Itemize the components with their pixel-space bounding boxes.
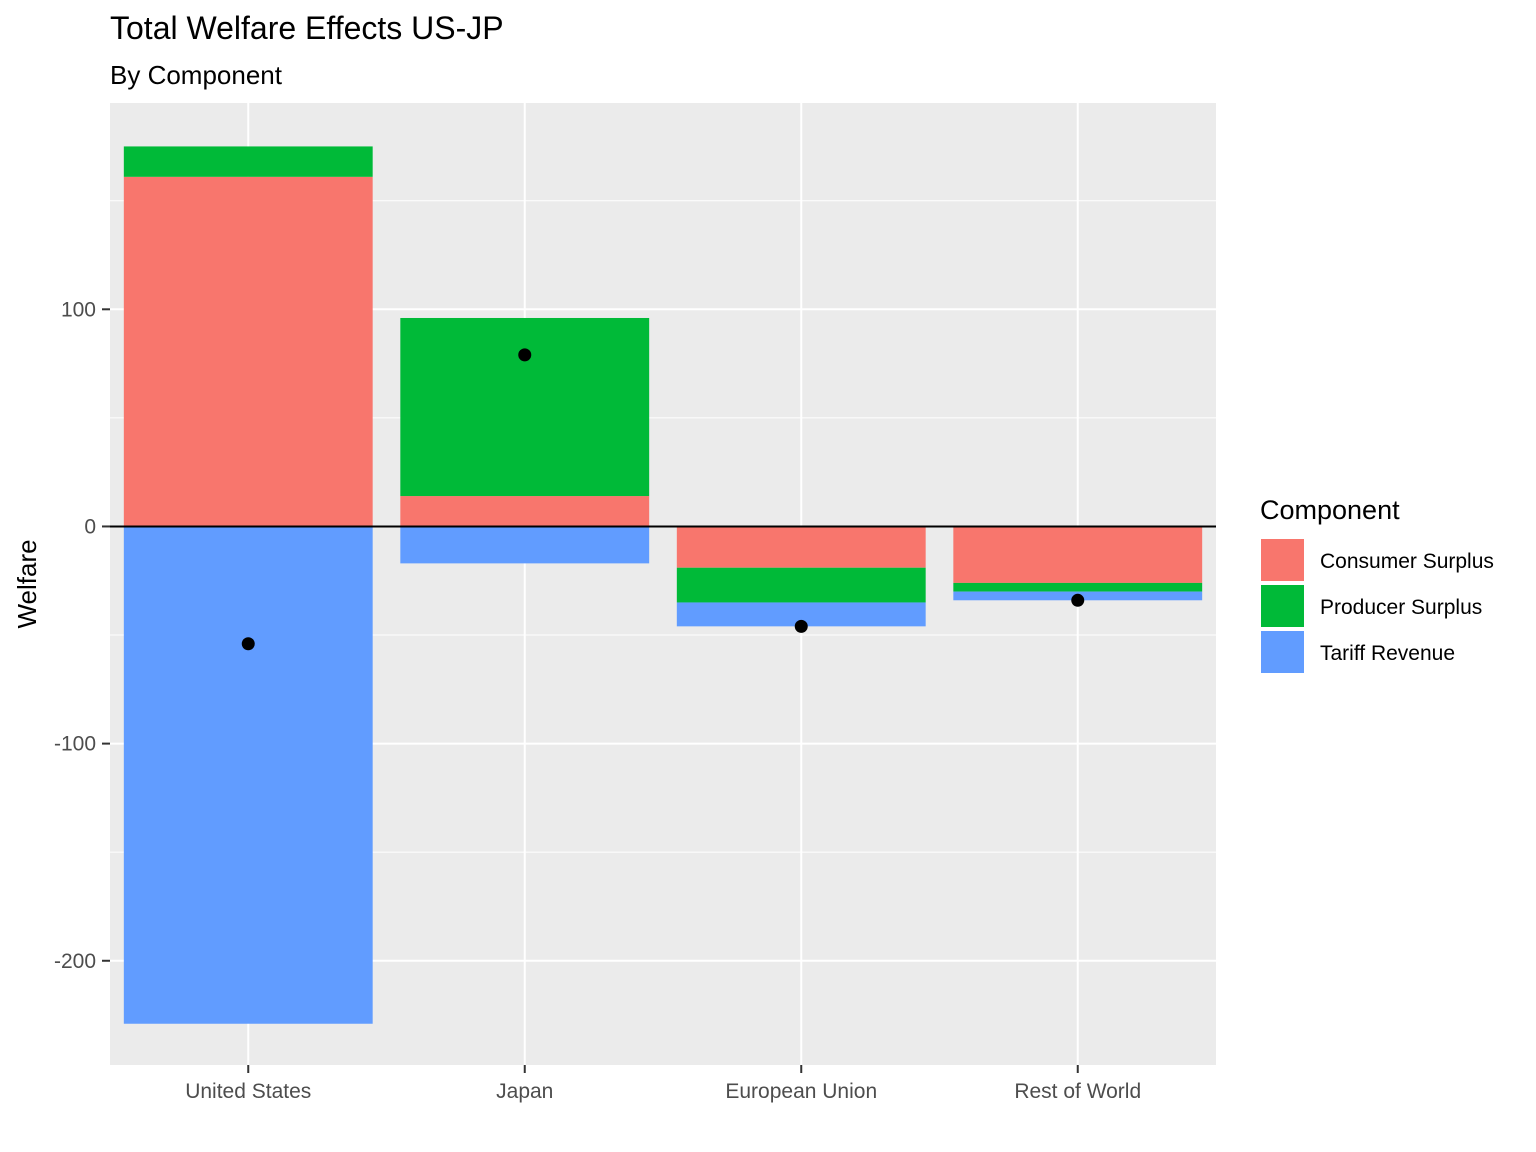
bar-segment bbox=[676, 526, 926, 568]
bar-segments bbox=[123, 146, 1203, 1024]
bar-segment bbox=[400, 317, 650, 497]
bar-segment bbox=[123, 176, 373, 527]
legend-key bbox=[1261, 539, 1304, 581]
y-tick-label: 0 bbox=[84, 515, 96, 538]
y-tick-label: 100 bbox=[61, 298, 96, 321]
y-axis-title: Welfare bbox=[12, 539, 42, 628]
total-point bbox=[794, 619, 808, 633]
total-point bbox=[518, 348, 532, 362]
bar-segment bbox=[400, 526, 650, 564]
y-axis: -200 -100 0 100 bbox=[54, 298, 110, 973]
y-tick-label: -200 bbox=[54, 950, 96, 973]
bar-segment bbox=[953, 526, 1203, 583]
legend-label: Tariff Revenue bbox=[1320, 642, 1455, 665]
x-tick-label: Japan bbox=[496, 1080, 553, 1103]
total-points bbox=[241, 348, 1085, 651]
bar-segment bbox=[400, 496, 650, 527]
x-tick-label: Rest of World bbox=[1014, 1080, 1141, 1103]
bar-segment bbox=[676, 602, 926, 627]
legend: Component Consumer Surplus Producer Surpl… bbox=[1260, 495, 1494, 673]
chart-title: Total Welfare Effects US-JP bbox=[110, 10, 504, 46]
chart-subtitle: By Component bbox=[110, 60, 282, 90]
bar-segment bbox=[123, 526, 373, 1024]
bar-segment bbox=[676, 567, 926, 603]
bar-segment bbox=[953, 582, 1203, 592]
bar-segment bbox=[123, 146, 373, 177]
y-tick-label: -100 bbox=[54, 733, 96, 756]
total-point bbox=[1071, 593, 1085, 607]
legend-title: Component bbox=[1260, 495, 1400, 525]
legend-key bbox=[1261, 631, 1304, 673]
legend-label: Consumer Surplus bbox=[1320, 550, 1494, 573]
total-point bbox=[241, 637, 255, 651]
x-axis: United States Japan European Union Rest of … bbox=[185, 1065, 1141, 1103]
legend-label: Producer Surplus bbox=[1320, 596, 1482, 619]
legend-key bbox=[1261, 585, 1304, 627]
x-tick-label: European Union bbox=[725, 1080, 877, 1103]
x-tick-label: United States bbox=[185, 1080, 311, 1103]
